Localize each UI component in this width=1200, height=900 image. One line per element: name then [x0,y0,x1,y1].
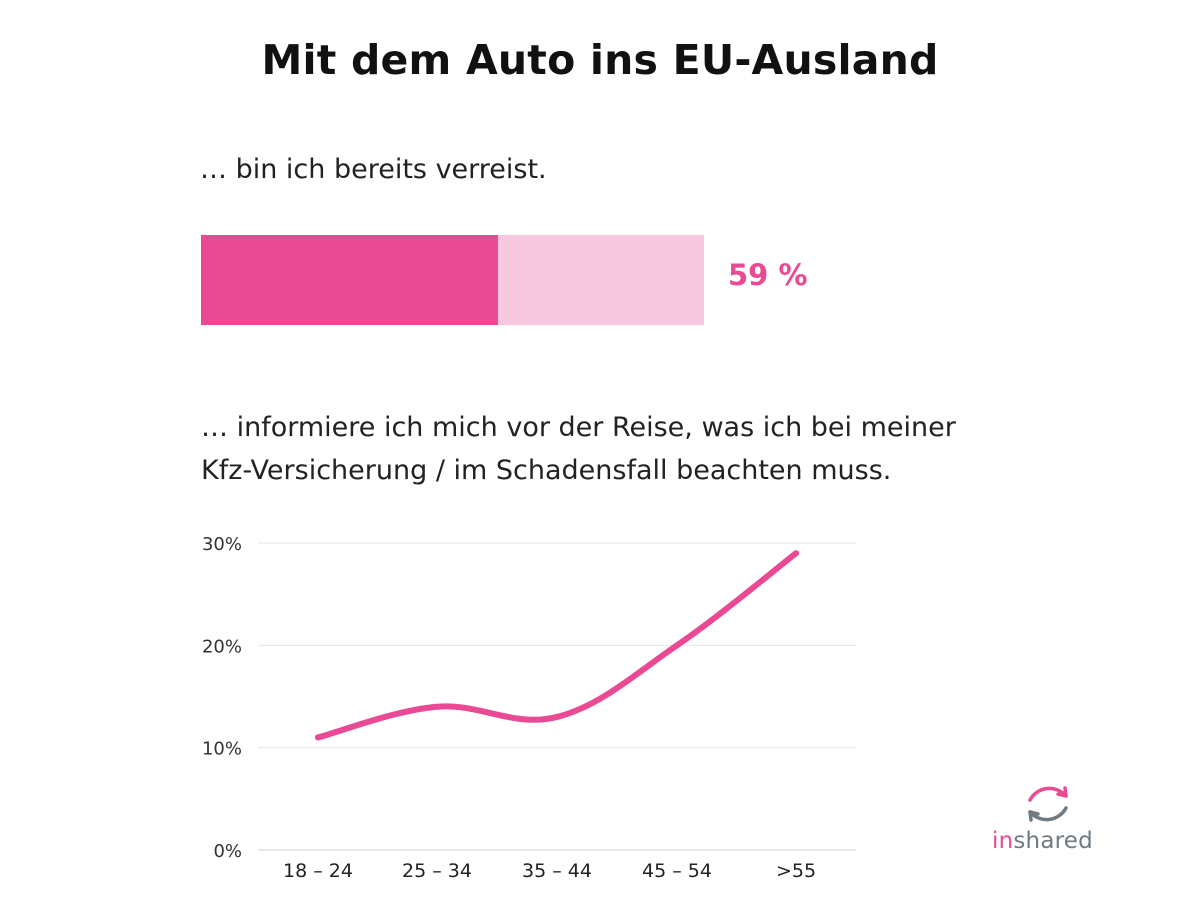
data-point-3 [554,713,560,720]
x-tick-label: 25 – 34 [402,860,472,882]
x-tick-label: 45 – 54 [642,860,712,882]
brand-logo-shared: shared [1013,828,1093,854]
data-point-5 [793,550,799,557]
data-point-2 [434,703,440,710]
progress-bar-track [201,235,704,325]
data-point-4 [674,642,680,649]
section2-line1: … informiere ich mich vor der Reise, was… [201,412,956,443]
progress-bar-value: 59 % [728,258,808,292]
data-point-1 [315,734,321,741]
section2-line2: Kfz-Versicherung / im Schadensfall beach… [201,455,892,486]
brand-logo: inshared [992,776,1102,860]
chart-title: Mit dem Auto ins EU-Ausland [261,36,939,84]
y-tick-label: 20% [202,636,242,657]
section2-text: … informiere ich mich vor der Reise, was… [201,406,961,492]
refresh-cycle-icon [1028,786,1068,822]
x-tick-label: 35 – 44 [522,860,592,882]
y-tick-label: 30% [202,534,242,555]
brand-logo-text: inshared [992,828,1102,854]
y-tick-label: 10% [202,739,242,760]
y-tick-label: 0% [213,841,242,862]
progress-bar-fill [201,235,498,325]
section1-text: … bin ich bereits verreist. [200,154,547,185]
x-tick-label: >55 [776,860,816,882]
x-tick-label: 18 – 24 [283,860,353,882]
brand-logo-in: in [992,828,1014,854]
